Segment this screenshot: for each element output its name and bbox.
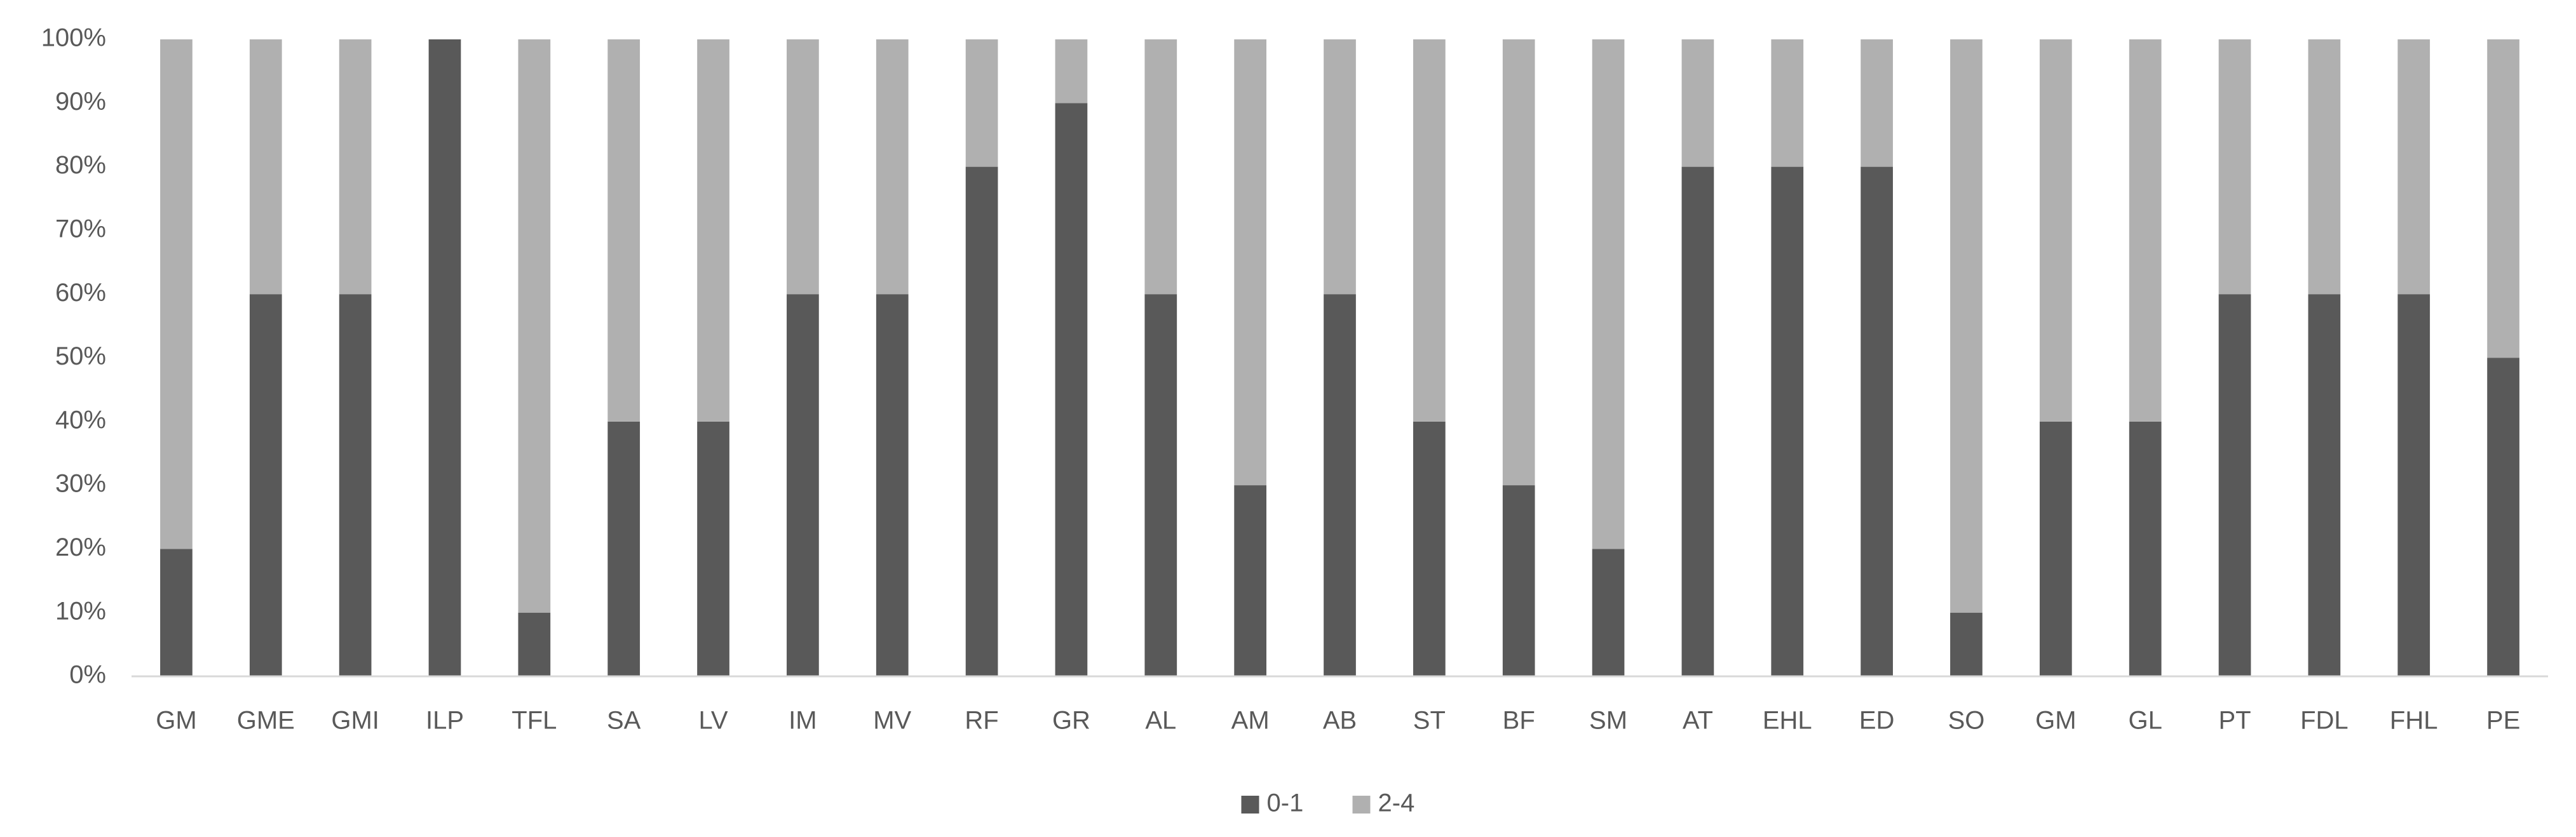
x-tick-label: PT [2218, 707, 2251, 735]
bar-segment [2129, 421, 2162, 676]
bar-segment [1234, 39, 1267, 486]
bar-segment [1055, 39, 1088, 104]
bar-segment [1413, 421, 1446, 676]
bar-segment [339, 294, 372, 676]
bar-segment [2397, 294, 2430, 676]
x-tick-label: FHL [2390, 707, 2438, 735]
bar-segment [1861, 39, 1893, 167]
bar-segment [2487, 39, 2519, 358]
bar-segment [160, 39, 193, 549]
bar-segment [1950, 612, 1983, 676]
bar-segment [876, 294, 909, 676]
y-tick-label: 0% [69, 661, 106, 689]
y-tick-label: 60% [55, 279, 106, 307]
y-tick-label: 80% [55, 151, 106, 179]
bar-segment [2218, 294, 2251, 676]
x-tick-label: GM [2035, 707, 2076, 735]
legend-swatch [1352, 796, 1371, 814]
x-tick-label: MV [873, 707, 911, 735]
bar-segment [607, 39, 641, 422]
bar-segment [1592, 549, 1625, 676]
bar-segment [2218, 39, 2251, 295]
y-tick-label: 40% [55, 406, 106, 434]
bar-segment [1144, 294, 1177, 676]
x-tick-label: TFL [512, 707, 557, 735]
bar-segment [1324, 39, 1356, 295]
x-tick-label: ST [1413, 707, 1446, 735]
bar-segment [876, 39, 909, 295]
legend-label: 2-4 [1378, 789, 1415, 817]
bar-segment [1055, 103, 1088, 677]
x-tick-label: AL [1145, 707, 1176, 735]
y-tick-label: 70% [55, 215, 106, 243]
bar-segment [428, 39, 461, 676]
bar-segment [965, 39, 998, 167]
y-tick-label: 50% [55, 342, 106, 370]
x-tick-label: GL [2128, 707, 2162, 735]
bar-segment [2487, 358, 2519, 676]
x-tick-label: SA [607, 707, 641, 735]
y-tick-label: 90% [55, 88, 106, 116]
bar-segment [339, 39, 372, 295]
x-tick-label: AT [1683, 707, 1713, 735]
bar-segment [1681, 39, 1714, 167]
x-tick-label: SM [1589, 707, 1627, 735]
x-tick-label: EHL [1763, 707, 1812, 735]
bar-segment [1771, 39, 1804, 167]
legend-label: 0-1 [1267, 789, 1304, 817]
x-tick-label: ILP [426, 707, 464, 735]
y-tick-label: 10% [55, 597, 106, 625]
bar-segment [607, 421, 641, 676]
x-tick-label: PE [2486, 707, 2520, 735]
x-tick-label: FDL [2300, 707, 2349, 735]
x-tick-label: AB [1323, 707, 1357, 735]
bar-segment [2039, 39, 2072, 422]
bar-segment [1413, 39, 1446, 422]
bar-segment [1502, 39, 1535, 486]
bar-segment [2039, 421, 2072, 676]
x-tick-label: ED [1859, 707, 1895, 735]
legend-swatch [1241, 796, 1259, 814]
bar-segment [518, 612, 551, 676]
y-tick-label: 100% [41, 24, 106, 52]
x-tick-label: RF [965, 707, 998, 735]
bar-segment [249, 294, 282, 676]
x-tick-label: IM [789, 707, 817, 735]
bar-segment [1502, 485, 1535, 676]
bar-segment [965, 166, 998, 677]
bar-segment [249, 39, 282, 295]
bar-segment [2129, 39, 2162, 422]
y-tick-label: 20% [55, 533, 106, 561]
x-tick-label: SO [1948, 707, 1985, 735]
x-tick-label: BF [1503, 707, 1535, 735]
bar-segment [1144, 39, 1177, 295]
bar-segment [697, 421, 729, 676]
bar-segment [787, 39, 819, 295]
bar-segment [787, 294, 819, 676]
bar-segment [1771, 166, 1804, 677]
bar-segment [1681, 166, 1714, 677]
bar-segment [1592, 39, 1625, 549]
bar-segment [1861, 166, 1893, 677]
x-tick-label: AM [1231, 707, 1270, 735]
x-tick-label: GMI [331, 707, 379, 735]
bar-segment [1324, 294, 1356, 676]
x-tick-label: GME [237, 707, 295, 735]
bar-segment [160, 549, 193, 676]
x-tick-label: GR [1052, 707, 1090, 735]
y-tick-label: 30% [55, 470, 106, 498]
bar-segment [518, 39, 551, 613]
x-tick-label: GM [156, 707, 196, 735]
bar-segment [1950, 39, 1983, 613]
bar-segment [2308, 39, 2341, 295]
bar-segment [2308, 294, 2341, 676]
bar-segment [2397, 39, 2430, 295]
bar-segment [1234, 485, 1267, 676]
bar-segment [697, 39, 729, 422]
x-tick-label: LV [699, 707, 728, 735]
